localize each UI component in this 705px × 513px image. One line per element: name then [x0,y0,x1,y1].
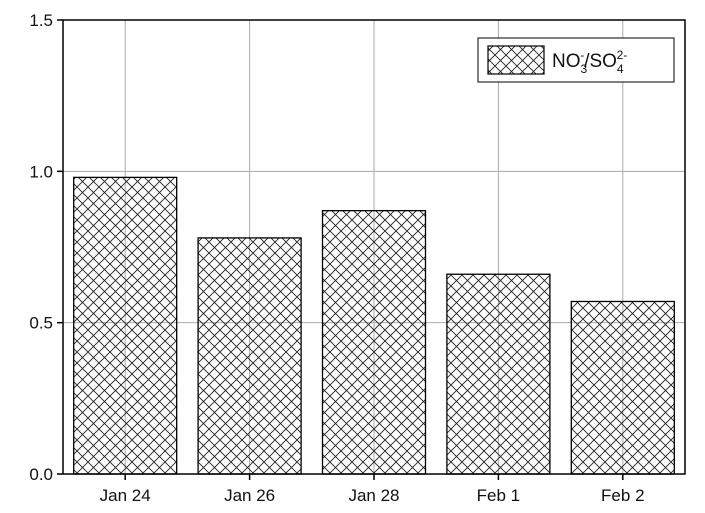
legend-separator: /SO [584,51,617,72]
bar-jan-28 [321,210,427,475]
y-tick-label: 1.5 [29,11,53,30]
bar-feb-1 [446,273,551,475]
legend: NO3-/SO42- [477,37,675,83]
legend-label: NO3-/SO42- [552,48,627,76]
legend-superscript-1: - [580,48,584,62]
x-tick-label: Feb 1 [477,486,520,505]
x-tick-label: Jan 24 [100,486,151,505]
bar-jan-24 [73,176,178,475]
x-tick-label: Feb 2 [601,486,644,505]
legend-base-1: NO [552,51,581,72]
bar-feb-2 [570,300,675,475]
bar-jan-26 [197,237,302,475]
x-tick-label: Jan 26 [224,486,275,505]
x-tick-label: Jan 28 [348,486,399,505]
legend-swatch [487,45,545,75]
y-tick-label: 1.0 [29,162,53,181]
legend-subscript-1: 3 [581,62,588,76]
legend-subscript-2: 4 [617,62,624,76]
legend-superscript-2: 2- [617,48,628,62]
y-tick-label: 0.5 [29,314,53,333]
axes: 0.0 0.5 1.0 1.5 Jan 24 Jan 26 Jan 28 Feb 1 Feb 2 [29,11,644,505]
bars [73,176,675,475]
y-tick-label: 0.0 [29,465,53,484]
